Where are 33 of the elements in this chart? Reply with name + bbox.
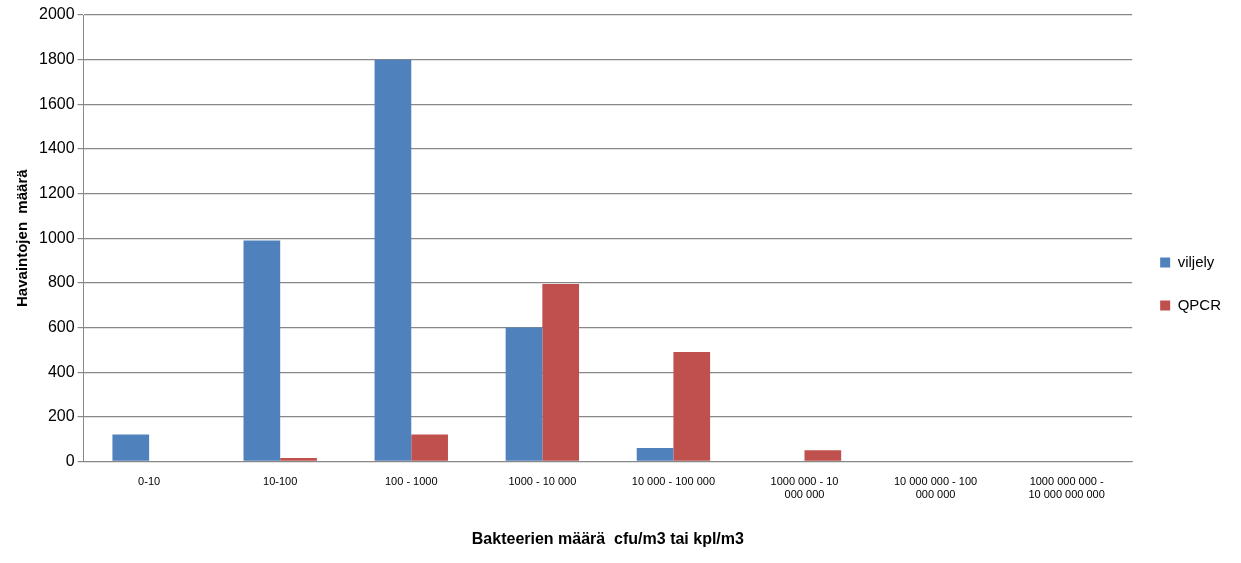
bar bbox=[112, 434, 150, 461]
x-tick-label: 0-10 bbox=[138, 475, 161, 488]
y-tick-label: 400 bbox=[47, 362, 75, 380]
y-tick-label: 1400 bbox=[39, 139, 75, 157]
y-tick-label: 1200 bbox=[39, 183, 75, 201]
bar bbox=[636, 448, 674, 461]
x-axis-title: Bakteerien määrä cfu/m3 tai kpl/m3 bbox=[471, 529, 745, 547]
y-tick-label: 1600 bbox=[39, 94, 75, 112]
x-tick-label: 10 000 000 - 100 000 000 bbox=[893, 475, 978, 501]
y-tick-label: 800 bbox=[47, 273, 75, 291]
legend-label: QPCR bbox=[1177, 295, 1222, 313]
legend-label: viljely bbox=[1177, 252, 1215, 270]
bar bbox=[673, 352, 711, 461]
y-tick-label: 0 bbox=[65, 451, 75, 469]
y-tick-label: 600 bbox=[47, 317, 75, 335]
x-tick-label: 1000 - 10 000 bbox=[508, 475, 577, 488]
x-tick-label: 1000 000 - 10 000 000 bbox=[770, 475, 839, 501]
y-tick-label: 200 bbox=[47, 407, 75, 425]
y-tick-label: 1000 bbox=[39, 228, 75, 246]
x-tick-label: 10-100 bbox=[263, 475, 298, 488]
bar bbox=[804, 450, 842, 461]
x-tick-label: 10 000 - 100 000 bbox=[631, 475, 716, 488]
y-tick-label: 2000 bbox=[39, 5, 75, 23]
x-tick-label: 100 - 1000 bbox=[384, 475, 438, 488]
bar bbox=[374, 59, 412, 461]
y-axis-title: Havaintojen määrä bbox=[13, 168, 31, 307]
y-tick-label: 1800 bbox=[39, 50, 75, 68]
bar bbox=[505, 327, 543, 461]
bar bbox=[542, 283, 580, 461]
x-tick-label: 1000 000 000 - 10 000 000 000 bbox=[1028, 475, 1105, 501]
bar bbox=[243, 240, 281, 461]
bar bbox=[280, 458, 317, 461]
bar bbox=[411, 434, 448, 461]
